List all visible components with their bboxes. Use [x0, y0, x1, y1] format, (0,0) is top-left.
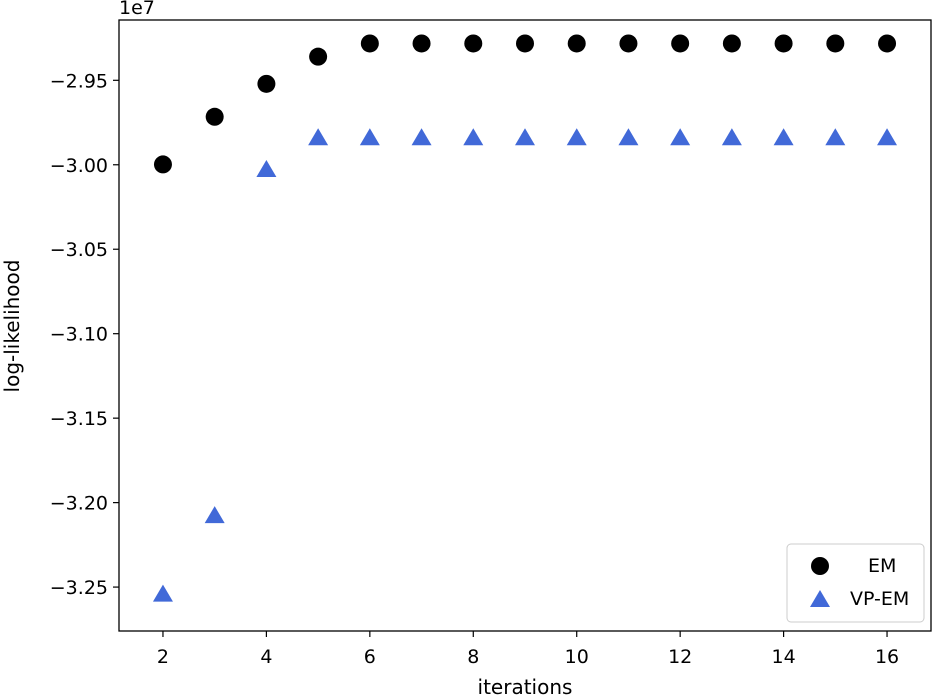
data-point-vp-em	[825, 128, 846, 146]
x-axis-label: iterations	[478, 675, 573, 697]
data-point-em	[153, 155, 172, 174]
data-point-vp-em	[359, 128, 380, 146]
data-point-vp-em	[566, 128, 587, 146]
data-point-vp-em	[721, 128, 742, 146]
x-tick-label: 8	[467, 646, 479, 668]
x-tick-label: 6	[364, 646, 376, 668]
data-point-em	[205, 107, 224, 126]
data-point-em	[878, 34, 897, 53]
legend: EM VP-EM	[786, 543, 925, 623]
x-tick-label: 16	[875, 646, 899, 668]
y-tick-label: −3.00	[50, 155, 108, 177]
y-offset-label: 1e7	[119, 0, 155, 19]
y-tick-label: −2.95	[50, 70, 108, 92]
data-point-vp-em	[256, 160, 277, 178]
data-point-em	[826, 34, 845, 53]
legend-label-em: EM	[868, 555, 896, 577]
plot-frame	[118, 19, 932, 632]
data-point-vp-em	[618, 128, 639, 146]
data-point-vp-em	[152, 584, 173, 602]
data-point-em	[671, 34, 690, 53]
y-tick-label: −3.15	[50, 408, 108, 430]
data-point-em	[464, 34, 483, 53]
legend-marker-vp-em	[810, 590, 830, 607]
data-point-vp-em	[773, 128, 794, 146]
x-tick-label: 12	[668, 646, 692, 668]
data-point-em	[309, 47, 328, 66]
data-point-em	[257, 74, 276, 93]
data-point-vp-em	[877, 128, 898, 146]
data-point-em	[722, 34, 741, 53]
data-point-em	[516, 34, 534, 53]
y-tick-label: −3.10	[50, 324, 108, 346]
x-tick-label: 14	[772, 646, 796, 668]
y-tick-label: −3.05	[50, 239, 108, 261]
x-tick-label: 2	[157, 646, 169, 668]
data-point-em	[774, 34, 793, 53]
data-point-vp-em	[308, 128, 329, 146]
data-point-vp-em	[463, 128, 484, 146]
legend-box	[786, 543, 925, 623]
y-tick-label: −3.20	[50, 493, 108, 515]
data-point-em	[360, 34, 379, 53]
x-tick-label: 4	[260, 646, 272, 668]
data-point-vp-em	[515, 128, 535, 146]
data-point-em	[412, 34, 431, 53]
data-point-vp-em	[411, 128, 432, 146]
data-point-em	[567, 34, 586, 53]
data-point-vp-em	[670, 128, 691, 146]
y-axis-label: log-likelihood	[0, 260, 24, 393]
data-point-vp-em	[204, 506, 225, 524]
legend-label-vp-em: VP-EM	[850, 588, 909, 610]
data-point-em	[619, 34, 638, 53]
legend-marker-em	[811, 557, 829, 575]
y-tick-label: −3.25	[50, 577, 108, 599]
x-tick-label: 10	[565, 646, 589, 668]
